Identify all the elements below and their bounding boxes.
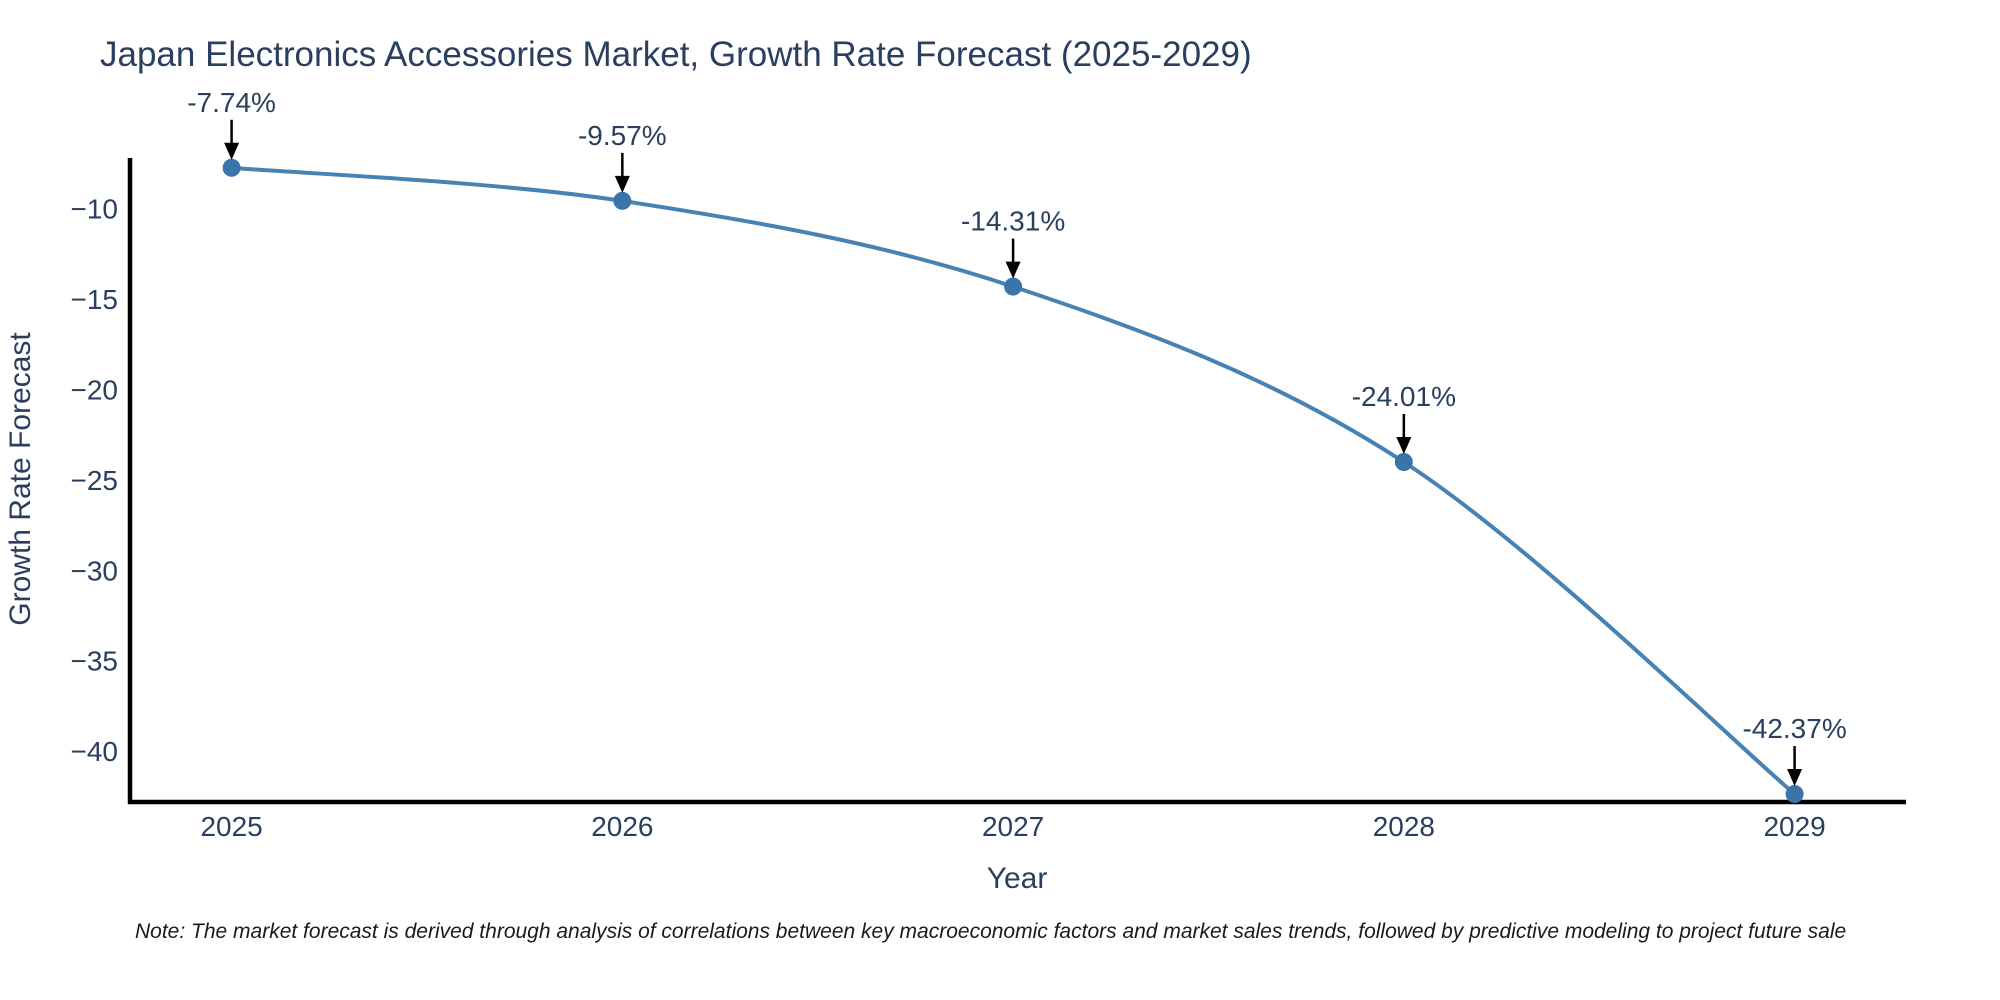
y-tick-label: −35 <box>71 646 119 677</box>
data-point[interactable] <box>222 158 241 177</box>
y-tick-label: −25 <box>71 465 119 496</box>
y-tick-label: −10 <box>71 194 119 225</box>
y-tick-label: −20 <box>71 374 119 405</box>
x-tick-label: 2026 <box>591 811 653 842</box>
data-point[interactable] <box>1394 453 1413 472</box>
data-point[interactable] <box>613 191 632 210</box>
data-point-label: -9.57% <box>578 120 667 151</box>
x-axis-title: Year <box>987 862 1048 895</box>
annotation-arrowhead <box>1787 769 1803 787</box>
x-tick-label: 2028 <box>1373 811 1435 842</box>
y-axis-title: Growth Rate Forecast <box>4 332 37 626</box>
annotation-arrowhead <box>224 142 240 160</box>
y-tick-label: −30 <box>71 555 119 586</box>
annotation-arrowhead <box>1005 261 1021 279</box>
data-point[interactable] <box>1004 277 1023 296</box>
data-point[interactable] <box>1785 785 1804 804</box>
data-point-label: -7.74% <box>187 87 276 118</box>
methodology-note: Note: The market forecast is derived thr… <box>135 920 1847 943</box>
x-tick-label: 2029 <box>1763 811 1825 842</box>
forecast-line <box>229 165 1797 796</box>
data-point-label: -14.31% <box>961 206 1065 237</box>
annotation-arrowhead <box>1396 437 1412 455</box>
y-tick-label: −40 <box>71 736 119 767</box>
annotation-arrowhead <box>614 175 630 193</box>
y-tick-label: −15 <box>71 284 119 315</box>
x-tick-label: 2025 <box>200 811 262 842</box>
data-point-label: -42.37% <box>1742 713 1846 744</box>
chart-title: Japan Electronics Accessories Market, Gr… <box>100 35 1252 74</box>
x-tick-label: 2027 <box>982 811 1044 842</box>
data-point-label: -24.01% <box>1352 381 1456 412</box>
